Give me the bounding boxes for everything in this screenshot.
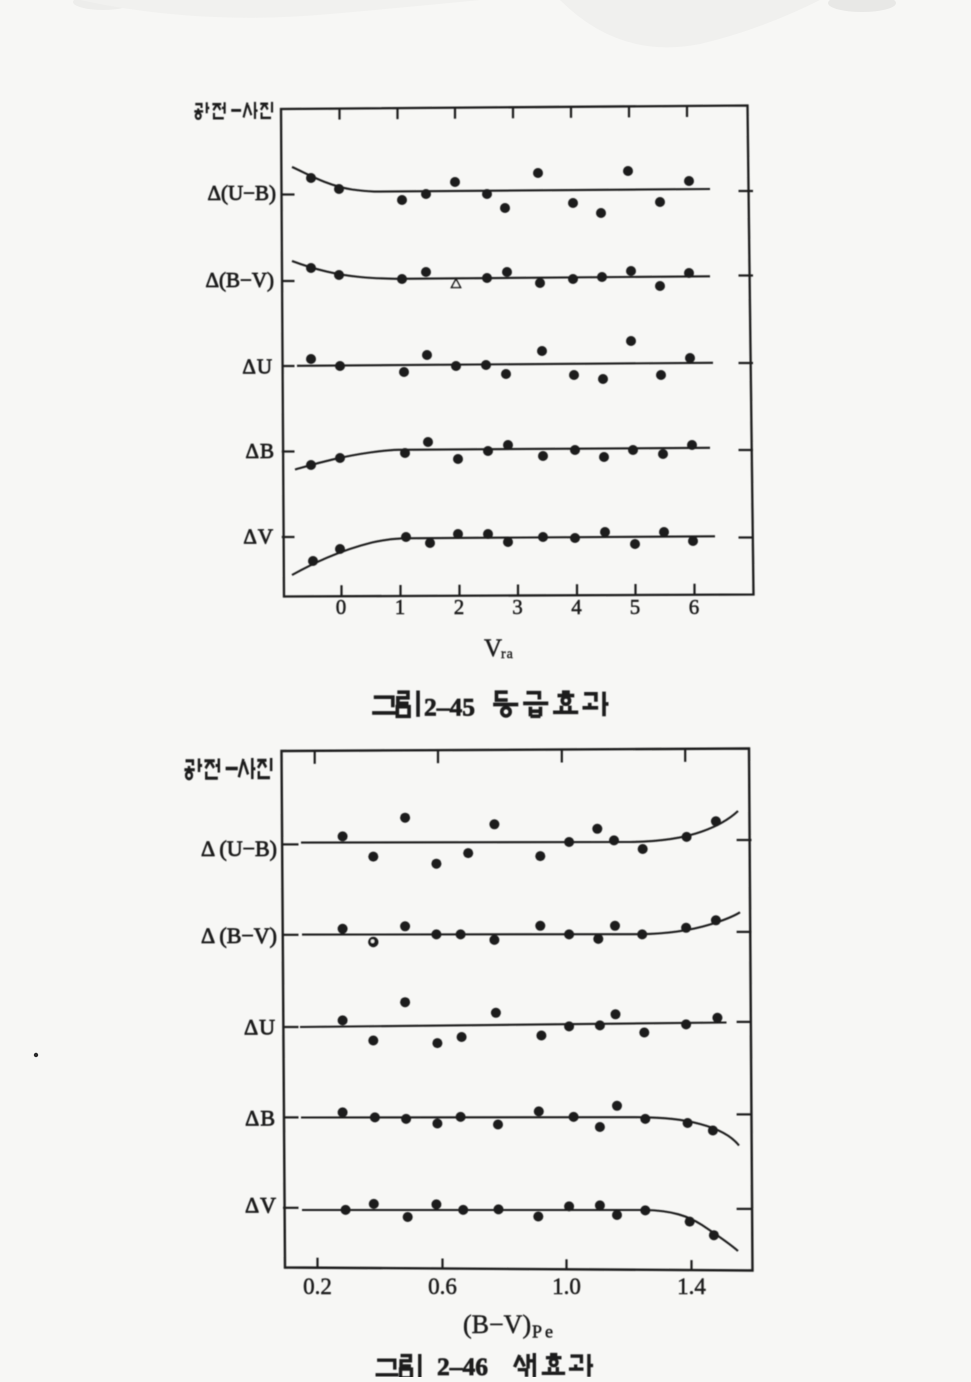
- svg-text:ΔU: ΔU: [244, 1015, 276, 1040]
- svg-text:ΔV: ΔV: [245, 1193, 277, 1218]
- svg-text:1.4: 1.4: [677, 1274, 706, 1299]
- svg-text:5: 5: [630, 595, 641, 619]
- svg-text:1.0: 1.0: [552, 1274, 581, 1299]
- svg-text:ra: ra: [501, 647, 514, 662]
- svg-text:0: 0: [336, 595, 347, 619]
- svg-text:ΔU: ΔU: [242, 355, 273, 379]
- svg-text:1: 1: [395, 595, 406, 619]
- svg-text:0.6: 0.6: [428, 1274, 457, 1299]
- svg-text:Pe: Pe: [532, 1322, 556, 1342]
- svg-text:Δ (U−B): Δ (U−B): [201, 836, 277, 861]
- svg-text:Δ (B−V): Δ (B−V): [201, 923, 277, 948]
- svg-text:ΔB: ΔB: [245, 439, 275, 463]
- svg-text:(B−V): (B−V): [463, 1310, 531, 1339]
- svg-text:0.2: 0.2: [303, 1274, 332, 1299]
- svg-text:2–45: 2–45: [424, 693, 475, 722]
- svg-text:V: V: [484, 635, 502, 662]
- svg-text:3: 3: [512, 595, 523, 619]
- svg-text:2–46: 2–46: [437, 1352, 488, 1377]
- svg-text:6: 6: [689, 595, 700, 619]
- svg-text:2: 2: [454, 595, 465, 619]
- svg-text:ΔB: ΔB: [245, 1106, 276, 1131]
- svg-text:4: 4: [571, 595, 582, 619]
- svg-text:Δ(B−V): Δ(B−V): [205, 268, 274, 292]
- svg-text:Δ(U−B): Δ(U−B): [207, 181, 276, 205]
- svg-text:ΔV: ΔV: [243, 525, 274, 549]
